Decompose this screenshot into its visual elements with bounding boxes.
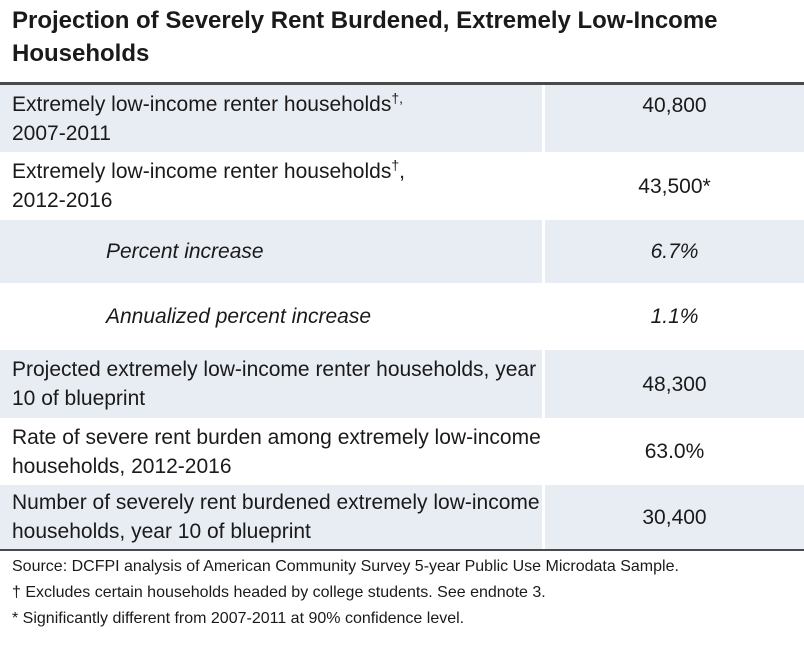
source-note: Source: DCFPI analysis of American Commu… <box>12 558 679 575</box>
row-value: 40,800 <box>642 94 707 117</box>
table-row: Percent increase 6.7% <box>0 220 804 283</box>
row-value: 48,300 <box>642 372 707 396</box>
table-row: Annualized percent increase 1.1% <box>0 283 804 350</box>
table-row: Extremely low-income renter households†,… <box>0 85 804 152</box>
row-label: Extremely low-income renter households†,… <box>12 89 404 145</box>
dagger-footnote: † Excludes certain households headed by … <box>12 584 546 601</box>
row-label: Number of severely rent burdened extreme… <box>12 491 540 543</box>
table-row: Number of severely rent burdened extreme… <box>0 485 804 549</box>
table-row: Projected extremely low-income renter ho… <box>0 350 804 418</box>
row-label: Extremely low-income renter households†,… <box>12 157 405 212</box>
dagger-mark: †, <box>391 89 404 106</box>
row-value: 1.1% <box>650 305 699 328</box>
asterisk-footnote: * Significantly different from 2007-2011… <box>12 610 465 627</box>
row-value: 43,500* <box>638 174 711 198</box>
row-value: 6.7% <box>650 240 699 263</box>
row-label: Annualized percent increase <box>106 305 372 328</box>
table-row: Extremely low-income renter households†,… <box>0 152 804 220</box>
row-value: 63.0% <box>644 440 705 463</box>
table-title: Projection of Severely Rent Burdened, Ex… <box>12 7 718 67</box>
dagger-mark: † <box>391 157 400 173</box>
table-row: Rate of severe rent burden among extreme… <box>0 418 804 485</box>
row-label: Percent increase <box>106 240 264 263</box>
row-label: Projected extremely low-income renter ho… <box>12 358 537 410</box>
row-value: 30,400 <box>642 505 707 529</box>
row-label: Rate of severe rent burden among extreme… <box>12 425 541 478</box>
title-divider <box>0 82 804 85</box>
asterisk-mark: * <box>702 174 711 198</box>
table-bottom-divider <box>0 549 804 551</box>
table-notes: Source: DCFPI analysis of American Commu… <box>12 556 792 634</box>
